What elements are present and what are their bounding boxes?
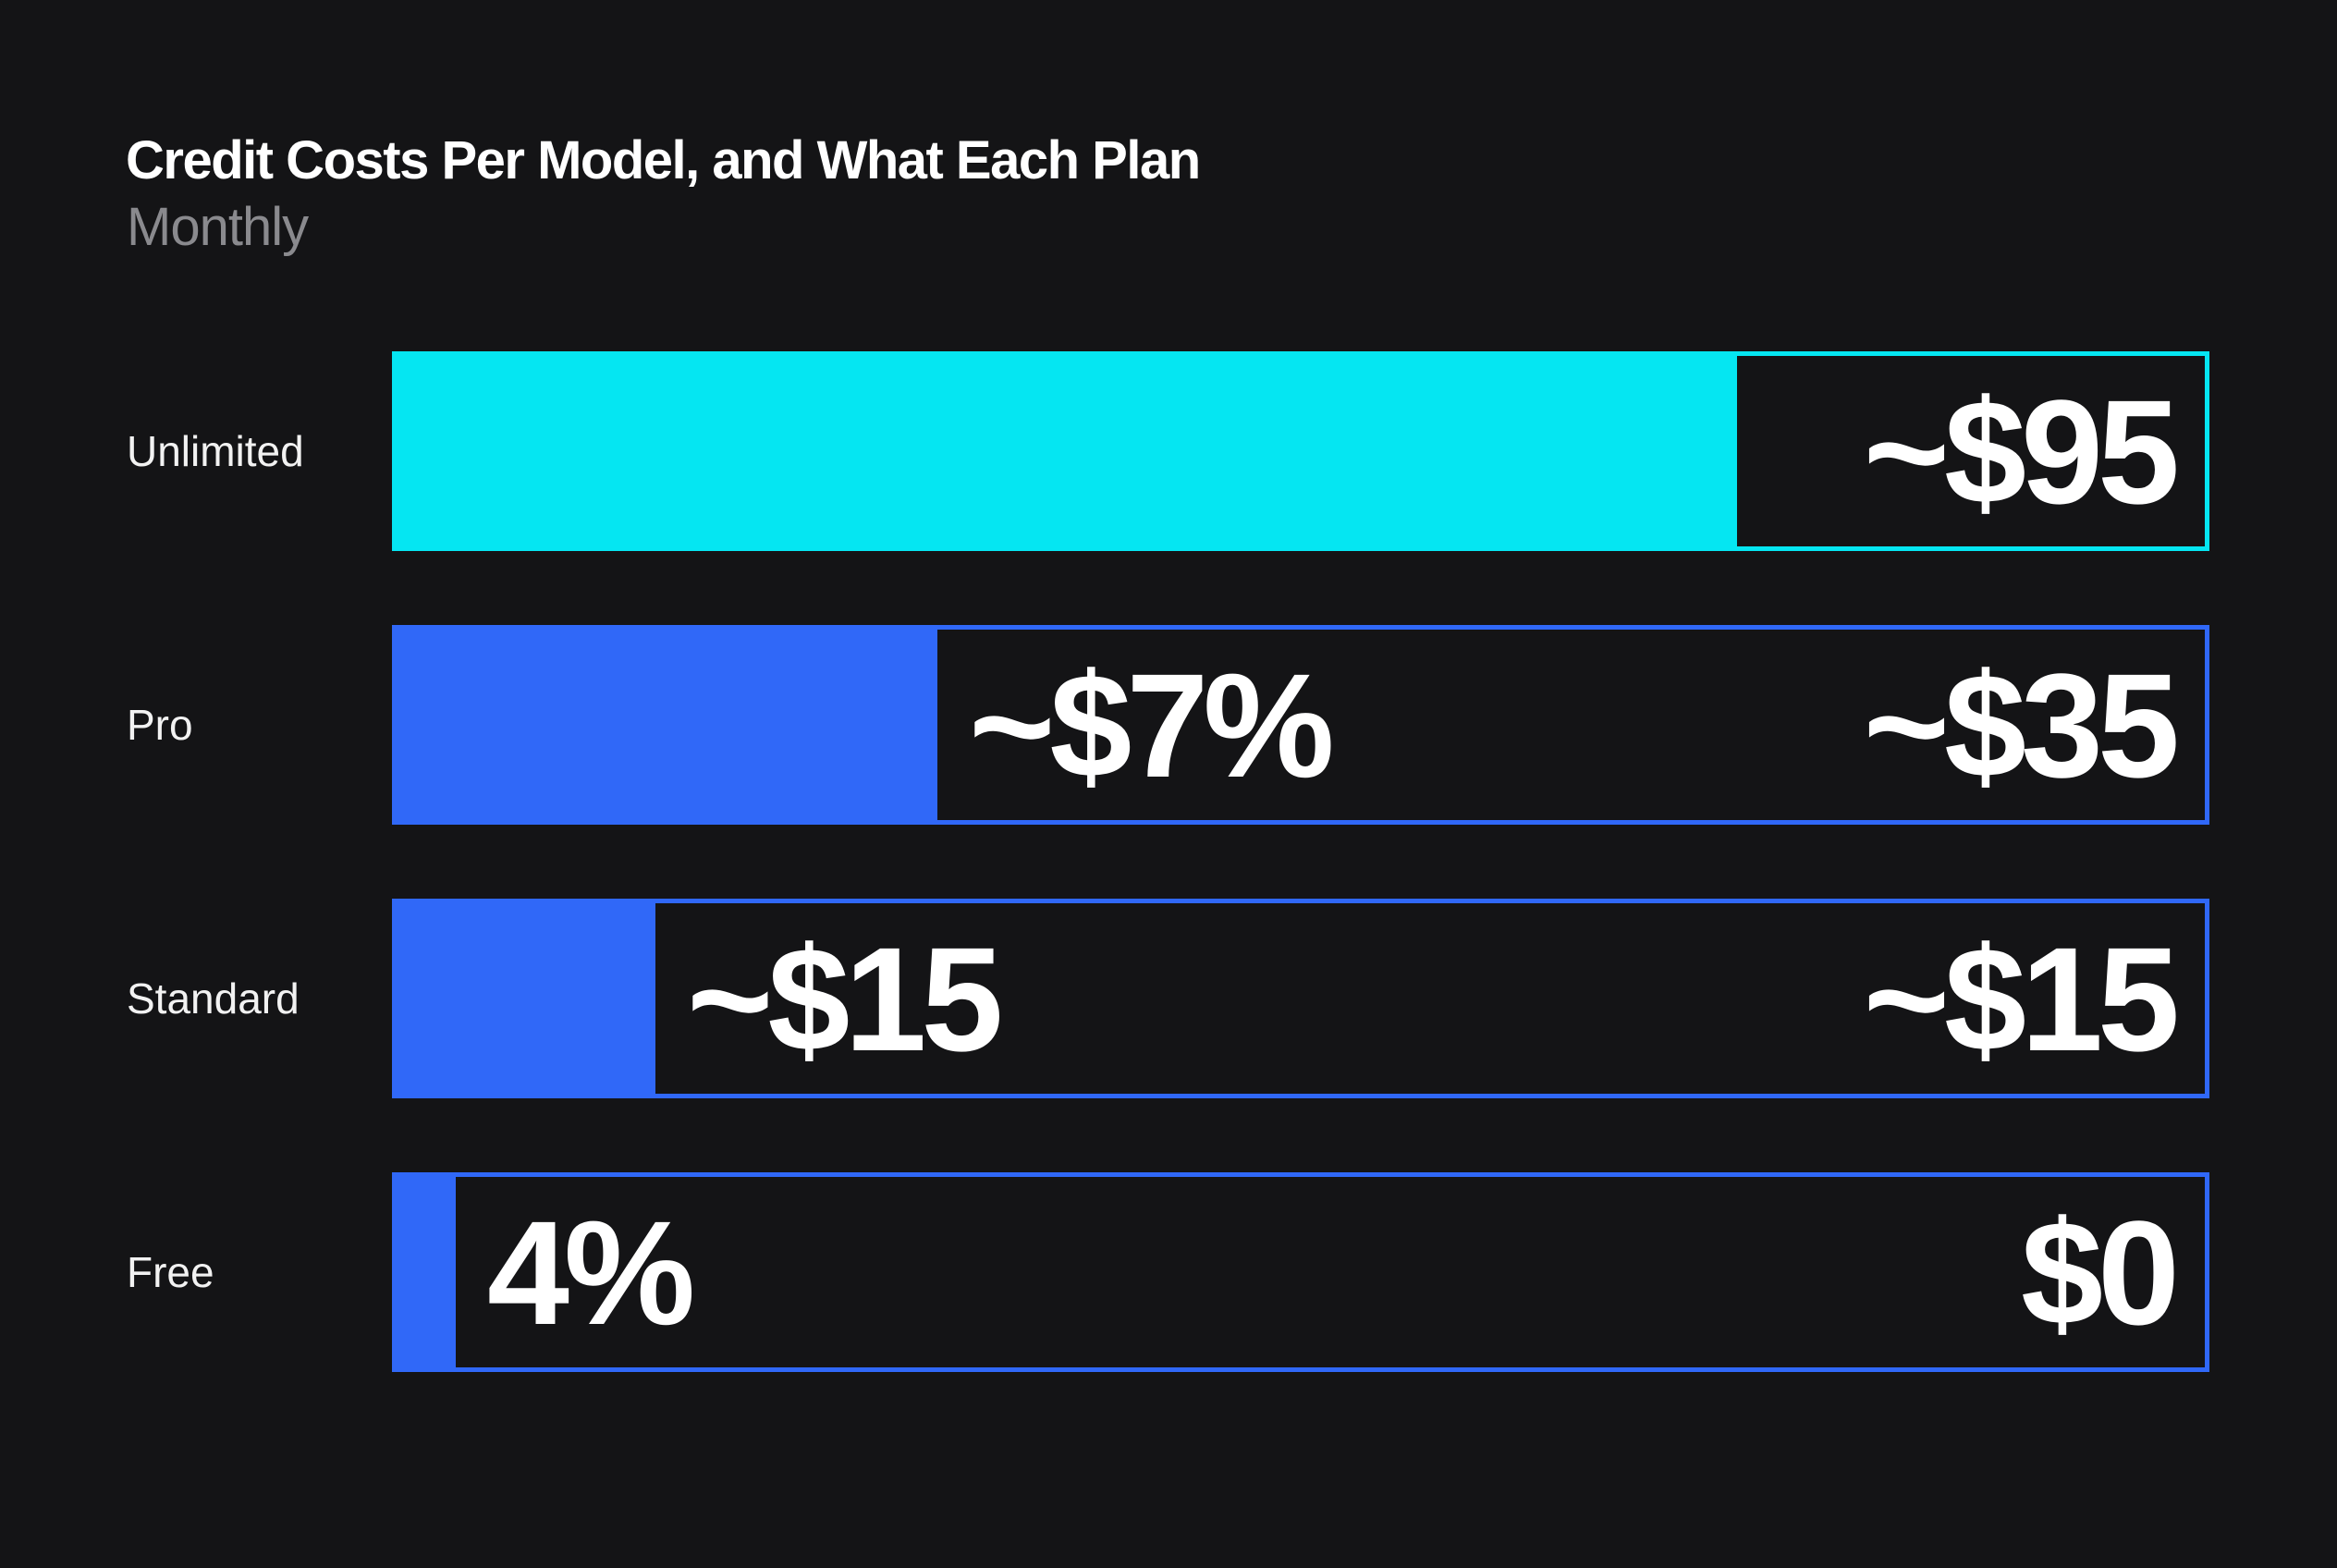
inner-value-label-pro: ~$7% — [969, 643, 1331, 808]
inner-value-label-free: 4% — [487, 1190, 692, 1355]
category-label-unlimited: Unlimited — [127, 427, 304, 475]
category-label-free: Free — [127, 1248, 214, 1296]
bar-fill-pro — [392, 625, 937, 825]
category-label-pro: Pro — [127, 701, 193, 749]
bar-track-standard — [392, 899, 2209, 1098]
bar-fill-free — [392, 1172, 456, 1372]
end-value-label-free: $0 — [2021, 1190, 2174, 1355]
chart-title: Credit Costs Per Model, and What Each Pl… — [126, 130, 1201, 190]
inner-value-label-standard: ~$15 — [687, 916, 999, 1082]
category-label-standard: Standard — [127, 974, 300, 1023]
chart-subtitle: Monthly — [127, 197, 309, 257]
end-value-label-pro: ~$35 — [1864, 643, 2176, 808]
end-value-label-unlimited: ~$95 — [1864, 369, 2176, 534]
end-value-label-standard: ~$15 — [1864, 916, 2176, 1082]
bar-track-free — [392, 1172, 2209, 1372]
bar-fill-unlimited — [392, 351, 1737, 551]
bar-fill-standard — [392, 899, 655, 1098]
